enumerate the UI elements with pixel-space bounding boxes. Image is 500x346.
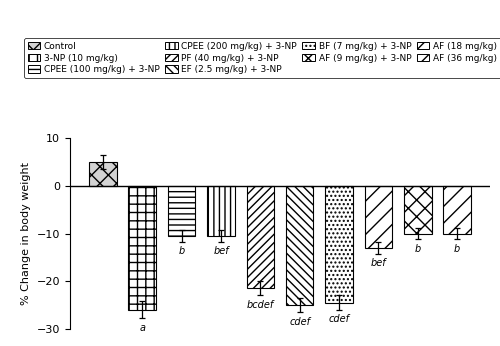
Bar <box>404 186 431 234</box>
Bar <box>89 162 117 186</box>
Bar <box>207 186 234 236</box>
Y-axis label: % Change in body weight: % Change in body weight <box>21 162 31 305</box>
Bar <box>364 186 392 248</box>
Bar <box>168 186 196 236</box>
Text: bef: bef <box>370 258 386 268</box>
Text: cdef: cdef <box>328 315 349 325</box>
Text: b: b <box>414 244 421 254</box>
Text: a: a <box>139 323 145 333</box>
Text: cdef: cdef <box>289 317 310 327</box>
Text: b: b <box>178 246 184 256</box>
Text: bcdef: bcdef <box>246 300 274 310</box>
Bar <box>128 186 156 310</box>
Legend: Control, 3-NP (10 mg/kg), CPEE (100 mg/kg) + 3-NP, CPEE (200 mg/kg) + 3-NP, PF (: Control, 3-NP (10 mg/kg), CPEE (100 mg/k… <box>24 38 500 78</box>
Bar <box>246 186 274 288</box>
Bar <box>286 186 314 305</box>
Text: b: b <box>454 244 460 254</box>
Bar <box>326 186 353 302</box>
Bar <box>444 186 471 234</box>
Text: bef: bef <box>213 246 229 256</box>
